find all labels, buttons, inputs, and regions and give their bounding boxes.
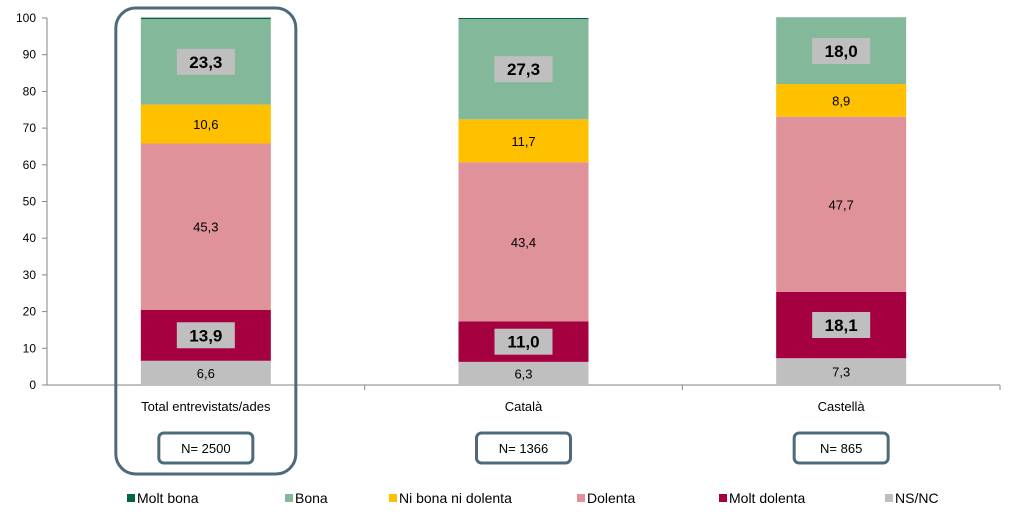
legend-label: Molt bona [137,490,199,506]
x-tick-label: Català [505,399,543,414]
n-label: N= 1366 [499,441,549,456]
data-label: 11,7 [511,134,535,149]
data-label-box [494,328,553,355]
legend-swatch [285,494,293,502]
data-label: 47,7 [829,197,854,212]
highlight-box [114,6,298,476]
x-tick-label: Total entrevistats/ades [141,399,271,414]
data-label-box [176,48,235,75]
bar-segment [458,162,589,322]
legend-label: Molt dolenta [729,490,805,506]
legend-swatch [127,494,135,502]
legend-swatch [577,494,585,502]
data-label: 27,3 [507,60,540,79]
bar-segment [458,119,589,163]
y-tick-label: 70 [23,121,37,135]
y-tick-label: 80 [23,84,37,98]
data-label: 7,3 [832,365,850,380]
legend-label: NS/NC [895,490,939,506]
legend-label: Dolenta [587,490,635,506]
legend-swatch [885,494,893,502]
legend-swatch [389,494,397,502]
y-tick-label: 60 [23,158,37,172]
y-tick-label: 30 [23,268,37,282]
y-tick-label: 40 [23,231,37,245]
data-label: 6,6 [197,366,215,381]
x-tick-label: Castellà [818,399,866,414]
data-label: 11,0 [507,333,539,352]
data-label: 18,0 [825,42,858,61]
data-label-box [812,311,871,338]
y-tick-label: 20 [23,305,37,319]
legend-swatch [719,494,727,502]
y-tick-label: 90 [23,48,37,62]
n-label-box [157,431,255,465]
bar-segment [140,360,271,385]
bar-segment [776,116,907,292]
n-label: N= 2500 [181,441,231,456]
legend-label: Ni bona ni dolenta [399,490,512,506]
bar-segment [776,358,907,385]
data-label: 6,3 [514,366,532,381]
bar-segment [140,143,271,310]
data-label: 18,1 [825,316,858,335]
n-label-box [792,431,890,465]
data-label: 23,3 [189,53,222,72]
y-tick-label: 50 [23,195,37,209]
data-label: 45,3 [193,220,218,235]
data-label: 43,4 [511,235,536,250]
data-label: 13,9 [189,326,222,345]
n-label-box [475,431,572,465]
y-tick-label: 10 [23,341,37,355]
n-label: N= 865 [820,441,862,456]
bar-segment [776,84,907,117]
bar-segment [458,18,589,20]
data-label: 8,9 [832,93,850,108]
bar-segment [140,17,271,20]
y-tick-label: 100 [16,11,36,25]
data-label: 10,6 [193,117,218,132]
data-label-box [494,56,553,83]
data-label-box [812,38,871,65]
bar-segment [140,104,271,144]
y-tick-label: 0 [29,378,36,392]
bar-segment [458,361,589,385]
legend-label: Bona [295,490,328,506]
data-label-box [176,322,235,349]
